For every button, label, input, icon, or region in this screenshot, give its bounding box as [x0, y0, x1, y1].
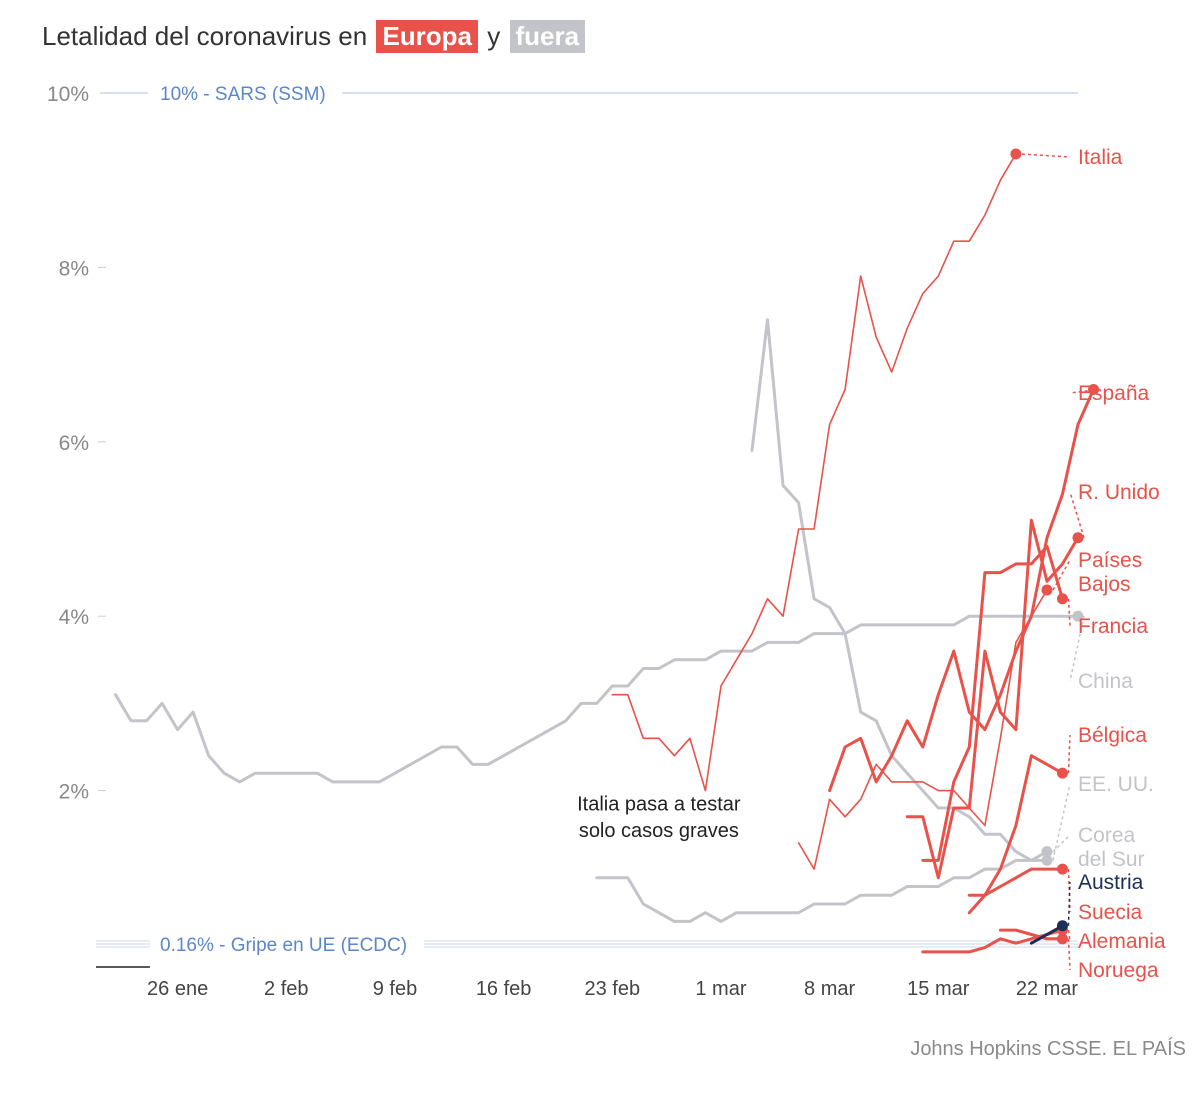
series-end-dot-noruega — [1056, 933, 1068, 945]
series-end-dot-ee-uu — [1041, 854, 1053, 866]
source-credit: Johns Hopkins CSSE. EL PAÍS — [910, 1038, 1186, 1060]
series-leader-suecia — [1067, 869, 1071, 913]
series-line-espana — [828, 388, 1095, 793]
series-label-alemania: Alemania — [1078, 930, 1166, 953]
series-line-paises-bajos — [797, 589, 1048, 870]
series-line-belgica — [967, 754, 1064, 897]
series-line-corea-del-sur — [595, 850, 1049, 923]
series-leader-espana — [1069, 388, 1100, 394]
chart-title: Letalidad del coronavirus en Europa y fu… — [42, 20, 587, 53]
reference-label-sars: 10% - SARS (SSM) — [160, 84, 326, 105]
title-europe-tag: Europa — [376, 20, 479, 53]
x-tick-label: 22 mar — [1016, 978, 1079, 1000]
series-leader-corea-del-sur — [1052, 834, 1071, 853]
series-leader-francia — [1067, 598, 1071, 627]
y-tick-label: 10% — [47, 83, 89, 106]
series-leader-china — [1069, 616, 1085, 682]
series-leader-r-unido — [1069, 491, 1085, 538]
series-line-suecia — [967, 867, 1064, 915]
series-label-corea-del-sur-0: Corea — [1078, 824, 1136, 847]
x-tick-label: 15 mar — [907, 978, 970, 1000]
series-line-austria — [1029, 924, 1064, 945]
series-end-dot-francia — [1056, 593, 1068, 605]
y-tick-label: 4% — [59, 606, 89, 629]
series-label-espana: España — [1078, 382, 1150, 405]
series-line-francia — [921, 544, 1064, 862]
x-tick-label: 1 mar — [695, 978, 746, 1000]
x-tick-label: 26 ene — [147, 978, 208, 1000]
series-leader-belgica — [1067, 734, 1071, 774]
series-label-belgica: Bélgica — [1078, 724, 1147, 747]
title-outside-tag: fuera — [509, 20, 586, 53]
series-label-paises-bajos-1: Bajos — [1078, 573, 1131, 596]
series-label-r-unido: R. Unido — [1078, 481, 1160, 504]
x-tick-label: 23 feb — [584, 978, 640, 1000]
series-label-austria: Austria — [1078, 871, 1144, 894]
annotation-text-1: solo casos graves — [579, 820, 739, 842]
y-tick-label: 2% — [59, 781, 89, 804]
series-label-noruega: Noruega — [1078, 959, 1159, 982]
series-label-italia: Italia — [1078, 146, 1123, 169]
series-end-dot-espana — [1088, 383, 1100, 395]
series-label-corea-del-sur-1: del Sur — [1078, 848, 1145, 871]
reference-label-flu: 0.16% - Gripe en UE (ECDC) — [160, 935, 407, 956]
series-line-noruega — [998, 928, 1064, 941]
series-leader-italia — [1021, 153, 1071, 158]
series-line-ee-uu — [750, 318, 1049, 862]
series-label-ee-uu: EE. UU. — [1078, 773, 1154, 796]
series-end-dot-china — [1072, 610, 1084, 622]
y-tick-label: 8% — [59, 257, 89, 280]
series-end-dot-suecia — [1056, 863, 1068, 875]
series-end-dot-r-unido — [1072, 532, 1084, 544]
series-leader-noruega — [1067, 938, 1071, 971]
series-label-suecia: Suecia — [1078, 901, 1143, 924]
series-label-china: China — [1078, 670, 1133, 693]
annotation-text-0: Italia pasa a testar — [577, 794, 741, 816]
series-end-dot-italia — [1010, 148, 1022, 160]
series-label-francia: Francia — [1078, 615, 1148, 638]
x-tick-label: 2 feb — [264, 978, 308, 1000]
y-tick-label: 6% — [59, 432, 89, 455]
title-prefix: Letalidad del coronavirus en — [42, 21, 368, 51]
series-end-dot-paises-bajos — [1041, 584, 1053, 596]
series-leader-ee-uu — [1052, 783, 1071, 861]
series-line-italia — [611, 153, 1017, 792]
x-tick-label: 9 feb — [373, 978, 417, 1000]
x-tick-label: 8 mar — [804, 978, 855, 1000]
title-joiner: y — [487, 21, 501, 51]
series-label-paises-bajos-0: Países — [1078, 549, 1142, 572]
series-line-r-unido — [905, 518, 1080, 880]
series-leader-austria — [1067, 881, 1071, 926]
series-end-dot-austria — [1056, 920, 1068, 932]
series-leader-alemania — [1067, 930, 1071, 942]
series-line-china — [114, 614, 1080, 784]
x-tick-label: 16 feb — [476, 978, 532, 1000]
series-end-dot-corea-del-sur — [1041, 846, 1053, 858]
series-end-dot-belgica — [1056, 767, 1068, 779]
